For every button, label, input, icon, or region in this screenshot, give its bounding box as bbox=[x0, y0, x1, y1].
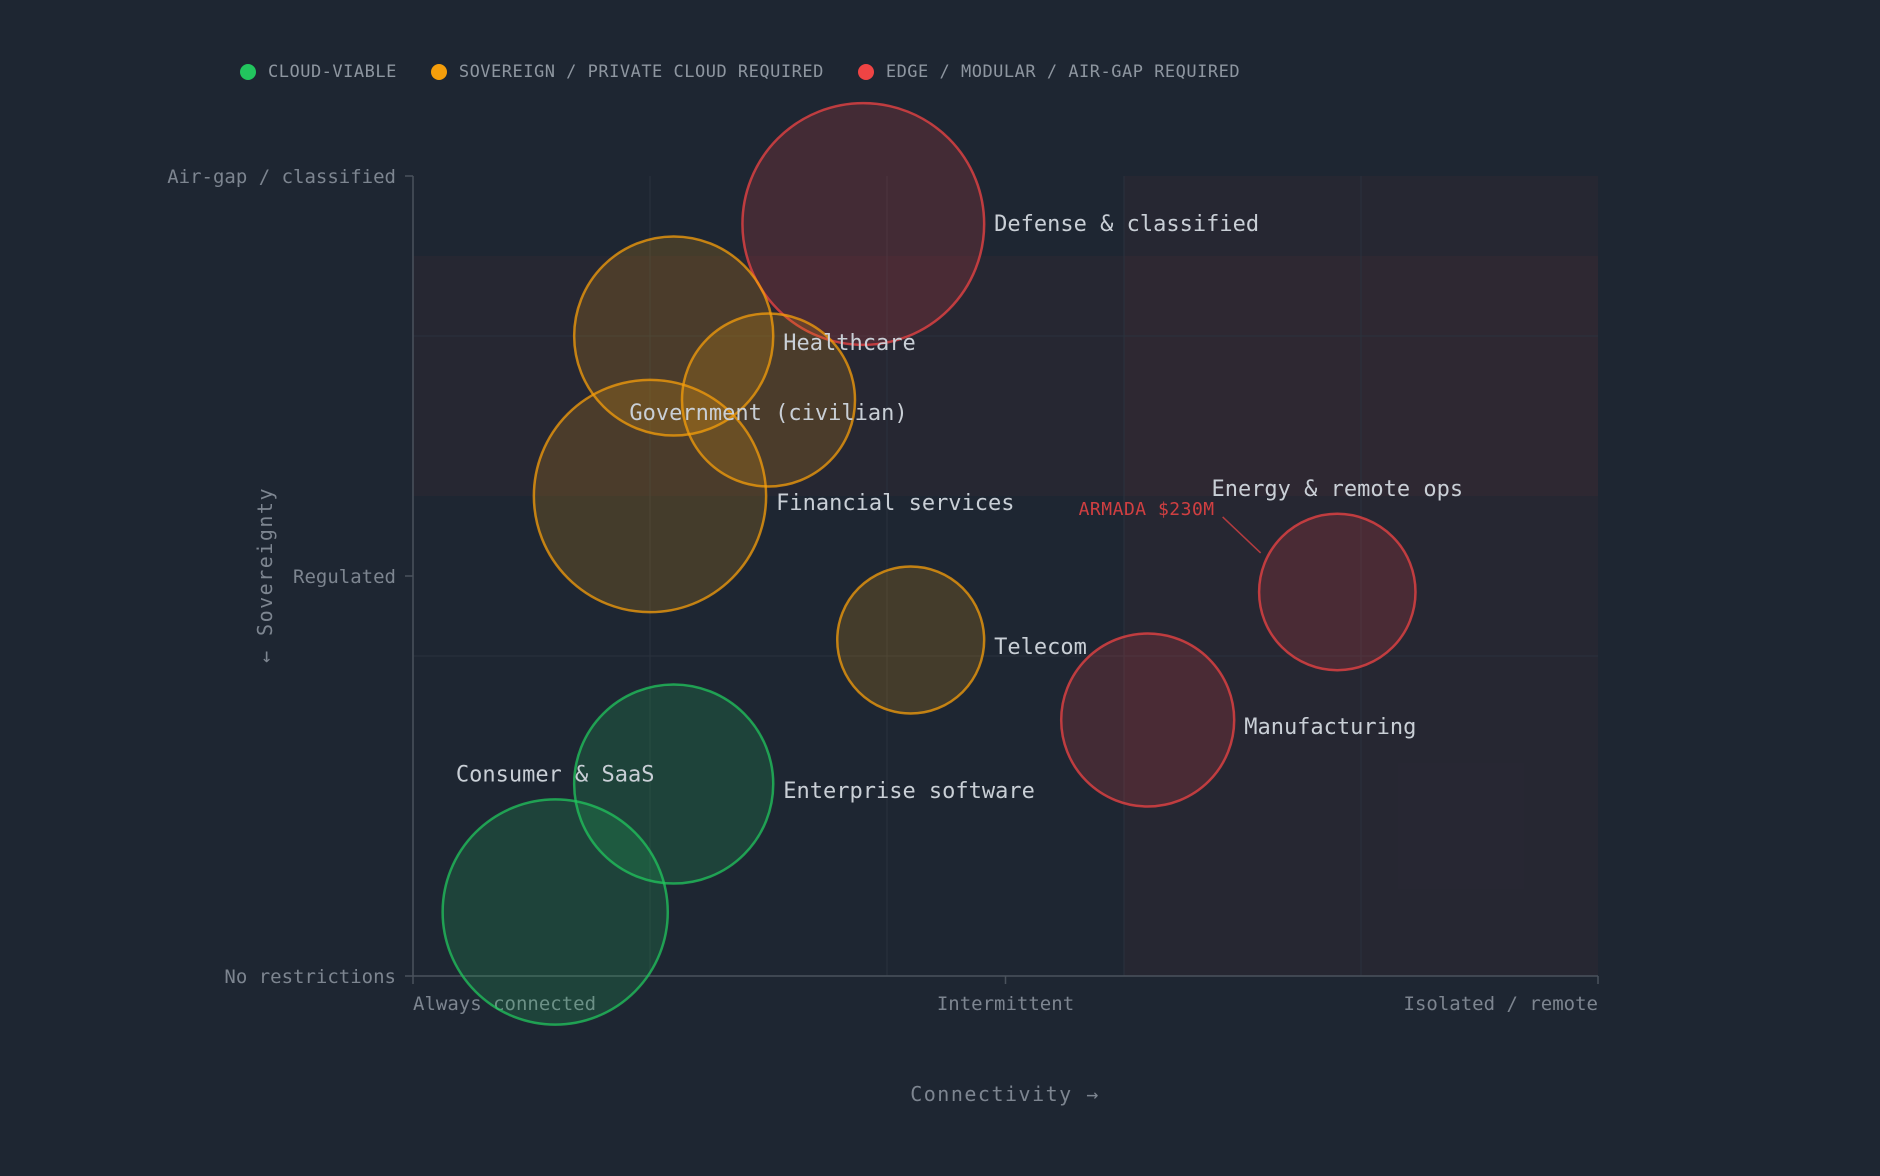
label-energy-remote-ops: Energy & remote ops bbox=[1211, 477, 1463, 502]
label-telecom: Telecom bbox=[994, 635, 1087, 660]
bubble-enterprise-software bbox=[572, 683, 775, 885]
y-tick-label-regulated: Regulated bbox=[293, 566, 396, 588]
legend-item-edge: EDGE / MODULAR / AIR-GAP REQUIRED bbox=[857, 62, 1241, 82]
annotation-armada-230m: ARMADA $230M bbox=[1079, 499, 1215, 520]
bubble-telecom bbox=[835, 565, 986, 715]
y-axis-label: ← Sovereignty bbox=[253, 487, 277, 663]
annotation-leader-line bbox=[1222, 516, 1262, 554]
legend-dot-edge bbox=[857, 64, 874, 80]
bubble-consumer-saas bbox=[441, 798, 670, 1026]
label-healthcare: Healthcare bbox=[783, 331, 915, 356]
legend-item-cloud-viable: CLOUD-VIABLE bbox=[240, 62, 397, 82]
bubble-healthcare bbox=[572, 235, 775, 437]
x-tick-label-always-connected: Always connected bbox=[413, 993, 596, 1015]
x-tick-label-intermittent: Intermittent bbox=[937, 993, 1074, 1015]
bubbles bbox=[441, 101, 1417, 1026]
legend-dot-cloud-viable bbox=[240, 64, 256, 80]
legend-label-edge: EDGE / MODULAR / AIR-GAP REQUIRED bbox=[885, 62, 1241, 82]
label-defense-classified: Defense & classified bbox=[994, 212, 1259, 237]
axes: Always connected Intermittent Isolated / r… bbox=[167, 166, 1599, 1015]
label-government-civilian: Government (civilian) bbox=[629, 401, 907, 426]
x-axis-label: Connectivity → bbox=[910, 1082, 1100, 1106]
legend-item-sovereign: SOVEREIGN / PRIVATE CLOUD REQUIRED bbox=[430, 62, 824, 82]
bubble-financial-services bbox=[532, 378, 768, 614]
legend-label-sovereign: SOVEREIGN / PRIVATE CLOUD REQUIRED bbox=[458, 62, 824, 82]
y-tick-label-air-gap-classified: Air-gap / classified bbox=[167, 166, 396, 188]
shaded-zone-1 bbox=[413, 256, 1598, 496]
grid-lines bbox=[413, 176, 1598, 976]
bubble-government-civilian bbox=[680, 312, 857, 488]
label-enterprise-software: Enterprise software bbox=[783, 779, 1035, 804]
label-financial-services: Financial services bbox=[776, 491, 1014, 516]
label-manufacturing: Manufacturing bbox=[1244, 715, 1416, 740]
bubble-manufacturing bbox=[1059, 632, 1236, 808]
bubble-energy-remote-ops bbox=[1257, 512, 1417, 672]
bubble-defense-classified bbox=[741, 101, 986, 347]
annotations: ARMADA $230M bbox=[1079, 499, 1262, 554]
label-consumer-saas: Consumer & SaaS bbox=[456, 762, 655, 787]
legend: CLOUD-VIABLE SOVEREIGN / PRIVATE CLOUD R… bbox=[240, 60, 1274, 84]
legend-label-cloud-viable: CLOUD-VIABLE bbox=[268, 62, 397, 82]
y-tick-label-no-restrictions: No restrictions bbox=[224, 966, 396, 988]
x-tick-label-isolated-remote: Isolated / remote bbox=[1404, 993, 1598, 1015]
legend-dot-sovereign bbox=[430, 64, 447, 80]
bubble-labels: Defense & classified Healthcare Government… bbox=[456, 212, 1463, 804]
